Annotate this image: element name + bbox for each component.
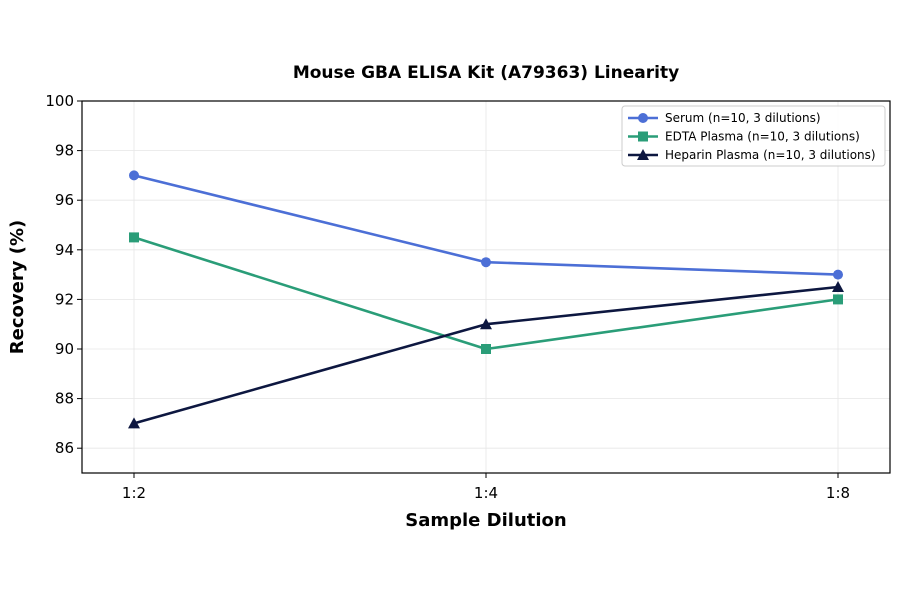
y-tick-label: 90 [55,340,74,358]
data-point [832,281,844,292]
series-3 [128,281,844,429]
chart-title: Mouse GBA ELISA Kit (A79363) Linearity [293,63,679,83]
y-tick-label: 98 [55,142,74,160]
series-1 [129,170,843,280]
legend-label: Heparin Plasma (n=10, 3 dilutions) [665,148,876,162]
y-tick-label: 100 [45,92,74,110]
data-point [833,269,843,280]
legend-label: EDTA Plasma (n=10, 3 dilutions) [665,130,860,144]
data-point [833,294,843,305]
legend-marker [638,131,648,142]
legend-marker [637,149,649,160]
x-tick-label: 1:2 [122,484,146,502]
data-point [129,232,139,243]
x-tick-label: 1:4 [474,484,498,502]
y-tick-label: 94 [55,241,74,259]
legend-label: Serum (n=10, 3 dilutions) [665,111,821,125]
x-tick-label: 1:8 [826,484,850,502]
data-point [129,170,139,181]
data-point [481,257,491,268]
y-tick-label: 86 [55,439,74,457]
y-tick-label: 96 [55,191,74,209]
data-point [480,318,492,330]
y-axis-label: Recovery (%) [7,220,28,354]
data-point [128,417,140,429]
y-axis-ticks: 86 88 90 92 94 96 98 100 [45,92,82,457]
legend: Serum (n=10, 3 dilutions) EDTA Plasma (n=… [621,105,886,167]
legend-entry: EDTA Plasma (n=10, 3 dilutions) [628,130,860,144]
series-2 [129,232,843,354]
legend-entry: Serum (n=10, 3 dilutions) [628,111,821,125]
data-point [481,344,491,354]
y-tick-label: 92 [55,290,74,308]
x-axis-ticks: 1:2 1:4 1:8 [122,473,850,502]
y-tick-label: 88 [55,390,74,408]
series-layer [128,170,844,429]
legend-marker [638,113,648,123]
legend-entry: Heparin Plasma (n=10, 3 dilutions) [628,148,876,162]
legend-box [621,105,886,167]
x-axis-label: Sample Dilution [405,510,566,531]
